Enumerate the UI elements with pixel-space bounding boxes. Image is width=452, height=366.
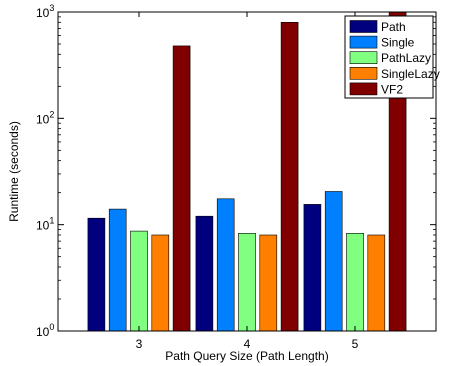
- bar-pathlazy-4: [238, 233, 256, 332]
- legend-label-vf2: VF2: [381, 82, 403, 96]
- y-tick-label: 100: [36, 322, 54, 339]
- legend-swatch-vf2: [349, 82, 378, 96]
- bars-group: [87, 11, 407, 332]
- legend-swatch-pathlazy: [349, 51, 378, 65]
- x-tick-label: 3: [136, 337, 143, 351]
- legend-label-pathlazy: PathLazy: [381, 51, 431, 65]
- y-tick-exponent: 2: [49, 109, 54, 119]
- y-axis-label: Runtime (seconds): [7, 121, 21, 222]
- y-tick-label: 102: [36, 109, 54, 126]
- legend-swatch-path: [349, 20, 378, 33]
- bar-single-5: [324, 191, 343, 332]
- y-tick-base: 10: [36, 219, 50, 233]
- y-tick-base: 10: [36, 112, 50, 126]
- bar-pathlazy-5: [346, 233, 364, 332]
- bar-path-3: [87, 217, 106, 332]
- legend-label-singlelazy: SingleLazy: [381, 67, 440, 81]
- bar-path-4: [195, 215, 214, 332]
- y-tick-base: 10: [36, 6, 50, 20]
- bar-singlelazy-3: [151, 234, 170, 332]
- x-tick-label: 4: [244, 337, 251, 351]
- bar-vf2-3: [172, 45, 191, 332]
- y-tick-exponent: 3: [49, 3, 54, 13]
- y-tick-label: 103: [36, 3, 54, 20]
- bar-pathlazy-3: [130, 230, 148, 332]
- bar-singlelazy-4: [259, 234, 278, 332]
- legend-swatch-singlelazy: [349, 67, 378, 80]
- bar-path-5: [303, 204, 322, 332]
- bar-single-4: [216, 198, 235, 332]
- x-tick-label: 5: [352, 337, 359, 351]
- y-tick-base: 10: [36, 325, 50, 339]
- bar-vf2-4: [280, 21, 299, 332]
- y-tick-label: 101: [36, 216, 54, 233]
- legend-label-path: Path: [381, 20, 406, 34]
- y-tick-exponent: 0: [49, 322, 54, 332]
- legend-label-single: Single: [381, 36, 415, 50]
- legend-swatch-single: [349, 35, 378, 49]
- bar-single-3: [108, 208, 127, 332]
- x-axis-label: Path Query Size (Path Length): [165, 349, 328, 363]
- y-tick-exponent: 1: [49, 216, 54, 226]
- bar-singlelazy-5: [367, 234, 386, 332]
